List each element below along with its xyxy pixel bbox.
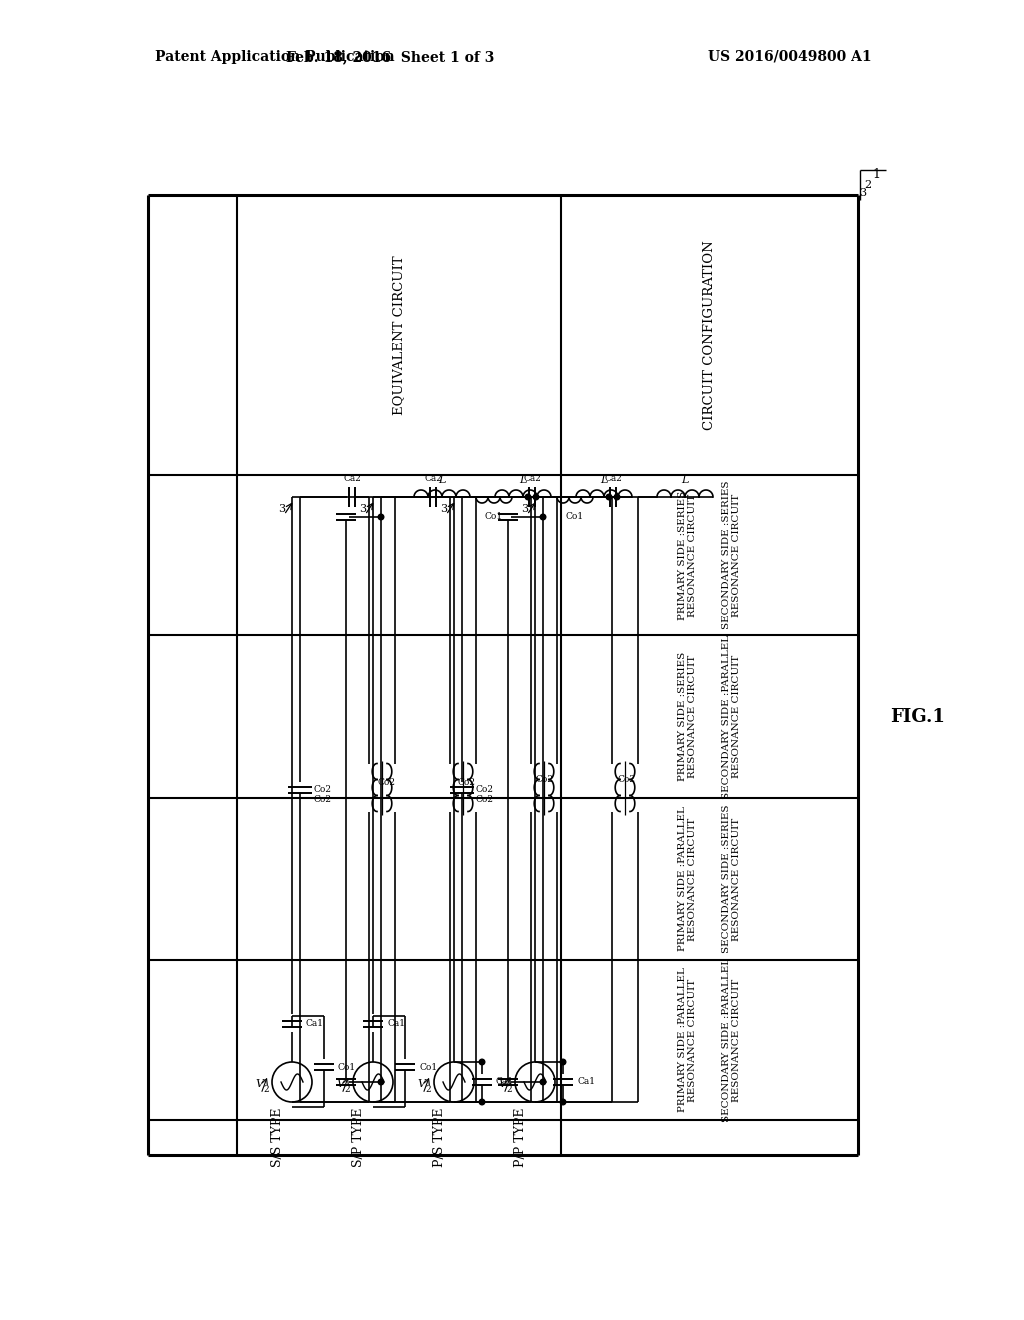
Text: V: V [417,1078,425,1089]
Text: Co2: Co2 [617,775,635,784]
Text: Co2: Co2 [314,785,332,795]
Text: Co2: Co2 [476,795,494,804]
Text: S/S TYPE: S/S TYPE [271,1107,284,1167]
Text: V: V [336,1078,344,1089]
Text: 2: 2 [506,1085,512,1094]
Circle shape [541,515,546,520]
Text: Ca2: Ca2 [523,474,541,483]
Text: CIRCUIT CONFIGURATION: CIRCUIT CONFIGURATION [703,240,716,430]
Text: 3: 3 [440,504,447,513]
Text: 2: 2 [425,1085,431,1094]
Text: Co1: Co1 [338,1063,356,1072]
Text: 3: 3 [521,504,528,513]
Text: 2: 2 [864,180,871,190]
Text: L: L [600,475,607,484]
Circle shape [614,494,620,500]
Text: Ca1: Ca1 [496,1077,514,1086]
Text: PRIMARY SIDE :SERIES
RESONANCE CIRCUIT: PRIMARY SIDE :SERIES RESONANCE CIRCUIT [678,490,697,619]
Text: Co2: Co2 [536,775,554,784]
Text: L: L [519,475,526,484]
Text: Ca2: Ca2 [343,474,360,483]
Circle shape [378,1080,384,1085]
Text: PRIMARY SIDE :PARALLEL
RESONANCE CIRCUIT: PRIMARY SIDE :PARALLEL RESONANCE CIRCUIT [678,807,697,952]
Text: L: L [438,475,445,484]
Text: Ca2: Ca2 [604,474,622,483]
Text: SECONDARY SIDE :PARALLEL
RESONANCE CIRCUIT: SECONDARY SIDE :PARALLEL RESONANCE CIRCU… [722,635,741,799]
Text: Ca1: Ca1 [577,1077,595,1086]
Text: Co2: Co2 [476,785,494,795]
Text: Co1: Co1 [566,512,584,521]
Text: Ca1: Ca1 [306,1019,324,1028]
Text: V: V [498,1078,506,1089]
Text: US 2016/0049800 A1: US 2016/0049800 A1 [709,50,871,63]
Circle shape [541,1080,546,1085]
Text: 1: 1 [872,169,880,181]
Text: P/P TYPE: P/P TYPE [514,1107,527,1167]
Circle shape [606,494,611,500]
Circle shape [378,515,384,520]
Text: Feb. 18, 2016  Sheet 1 of 3: Feb. 18, 2016 Sheet 1 of 3 [286,50,495,63]
Text: S/P TYPE: S/P TYPE [352,1107,365,1167]
Text: 3: 3 [279,504,286,513]
Text: Co2: Co2 [458,777,476,787]
Text: EQUIVALENT CIRCUIT: EQUIVALENT CIRCUIT [392,255,406,414]
Text: SECONDARY SIDE :SERIES
RESONANCE CIRCUIT: SECONDARY SIDE :SERIES RESONANCE CIRCUIT [722,480,741,630]
Text: Co2: Co2 [314,795,332,804]
Text: 2: 2 [263,1085,269,1094]
Text: Patent Application Publication: Patent Application Publication [155,50,394,63]
Text: L: L [681,475,689,484]
Text: Co1: Co1 [485,512,503,521]
Circle shape [525,494,530,500]
Circle shape [479,1059,484,1065]
Text: V: V [255,1078,263,1089]
Circle shape [534,494,539,500]
Text: SECONDARY SIDE :PARALLEL
RESONANCE CIRCUIT: SECONDARY SIDE :PARALLEL RESONANCE CIRCU… [722,958,741,1122]
Text: Ca2: Ca2 [424,474,442,483]
Text: Ca1: Ca1 [387,1019,406,1028]
Text: 3: 3 [859,187,866,198]
Text: FIG.1: FIG.1 [891,708,945,726]
Text: SECONDARY SIDE :SERIES
RESONANCE CIRCUIT: SECONDARY SIDE :SERIES RESONANCE CIRCUIT [722,805,741,953]
Text: P/S TYPE: P/S TYPE [433,1107,446,1167]
Text: PRIMARY SIDE :PARALLEL
RESONANCE CIRCUIT: PRIMARY SIDE :PARALLEL RESONANCE CIRCUIT [678,968,697,1113]
Text: Co1: Co1 [419,1063,437,1072]
Text: 3: 3 [359,504,367,513]
Text: PRIMARY SIDE :SERIES
RESONANCE CIRCUIT: PRIMARY SIDE :SERIES RESONANCE CIRCUIT [678,652,697,781]
Circle shape [479,1100,484,1105]
Text: Co2: Co2 [377,777,395,787]
Circle shape [560,1100,566,1105]
Circle shape [560,1059,566,1065]
Text: 2: 2 [344,1085,350,1094]
